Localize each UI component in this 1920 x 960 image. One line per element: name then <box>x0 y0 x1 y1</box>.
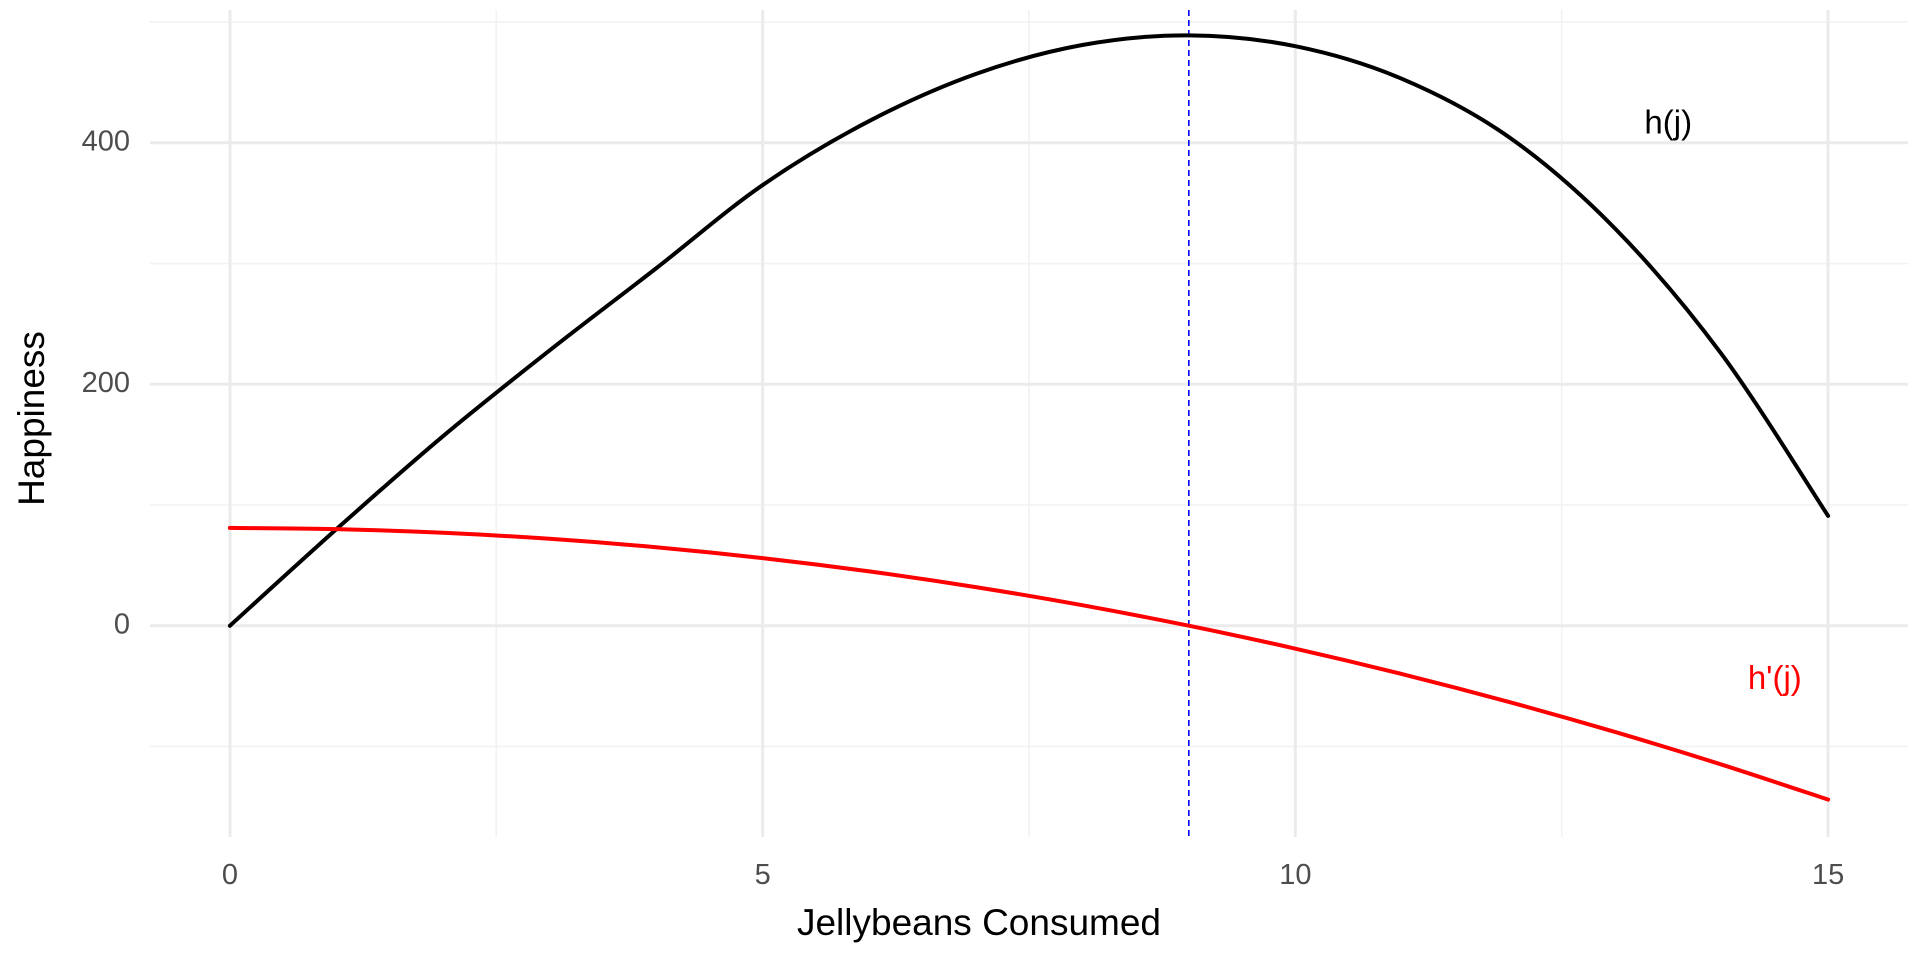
x-axis-tick-labels: 0 5 10 15 <box>222 859 1844 891</box>
series-line-1 <box>227 525 1831 802</box>
y-tick-label: 200 <box>82 367 130 399</box>
x-tick-label: 5 <box>755 859 771 891</box>
x-tick-label: 15 <box>1812 859 1844 891</box>
x-tick-label: 10 <box>1279 859 1311 891</box>
series-line-0 <box>227 33 1831 628</box>
x-axis-title: Jellybeans Consumed <box>797 902 1161 943</box>
series-label-1: h'(j) <box>1748 659 1802 696</box>
grid <box>150 10 1908 837</box>
y-axis-tick-labels: 0 200 400 <box>82 125 130 640</box>
series-label-0: h(j) <box>1644 103 1692 140</box>
series: h(j) h'(j) <box>227 33 1831 802</box>
y-tick-label: 0 <box>114 608 130 640</box>
x-tick-label: 0 <box>222 859 238 891</box>
y-axis-title: Happiness <box>11 331 52 506</box>
y-tick-label: 400 <box>82 125 130 157</box>
